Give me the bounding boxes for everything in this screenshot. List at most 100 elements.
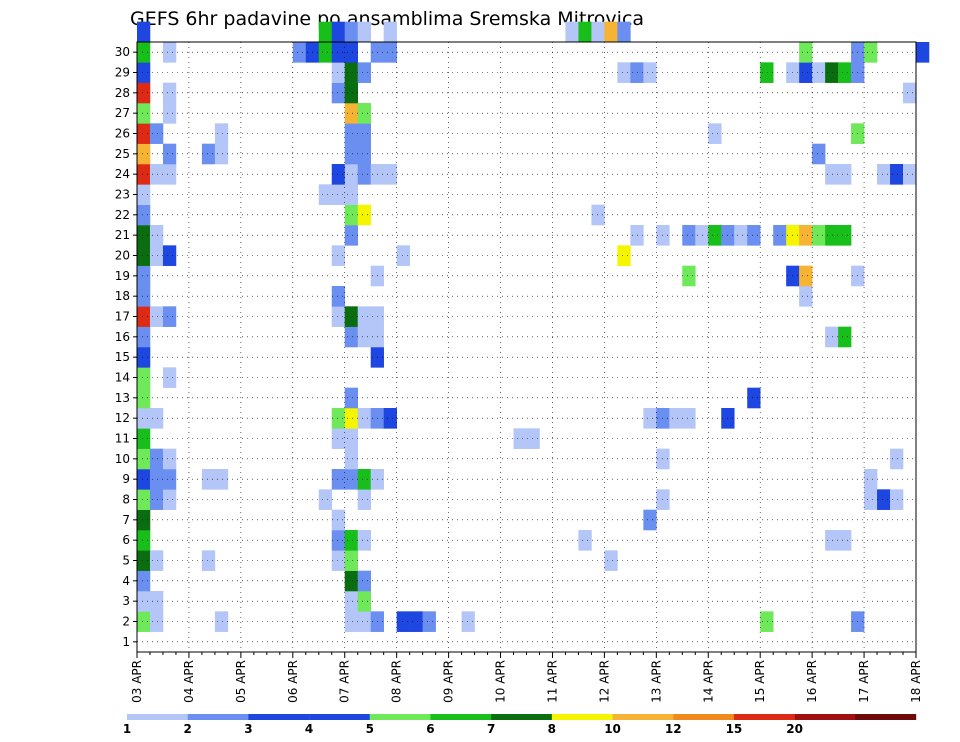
heatmap-cell: [799, 286, 813, 307]
heatmap-cell: [396, 611, 410, 632]
y-tick-label: 28: [115, 86, 130, 100]
heatmap-cell: [331, 42, 346, 63]
heatmap-cell: [344, 550, 359, 571]
x-tick-label: 11 APR: [545, 660, 559, 703]
y-tick-label: 15: [115, 350, 130, 364]
heatmap-cell: [318, 489, 333, 510]
heatmap-cell: [137, 245, 151, 266]
legend-label: 4: [305, 722, 313, 736]
heatmap-cell: [201, 143, 216, 165]
heatmap-cell: [344, 448, 359, 470]
heatmap-cell: [682, 225, 696, 246]
y-axis: 1234567891011121314151617181920212223242…: [115, 45, 137, 649]
legend-swatch: [673, 714, 735, 720]
heatmap-cell: [137, 225, 151, 246]
heatmap-cell: [383, 164, 397, 185]
heatmap-cell: [604, 21, 618, 43]
x-tick-label: 06 APR: [286, 660, 300, 703]
heatmap-cell: [838, 225, 852, 246]
heatmap-cell: [344, 306, 359, 327]
heatmap-cell: [383, 21, 397, 43]
heatmap-cell: [344, 611, 359, 632]
heatmap-cell: [137, 347, 151, 368]
legend-swatch: [794, 714, 856, 720]
heatmap-cell: [357, 489, 371, 510]
heatmap-cell: [137, 143, 151, 165]
heatmap-cell: [201, 550, 216, 571]
heatmap-cell: [890, 448, 904, 470]
heatmap-cell: [137, 184, 151, 205]
heatmap-cell: [396, 245, 410, 266]
heatmap-cell: [331, 62, 346, 83]
heatmap-cell: [344, 428, 359, 449]
legend-swatch: [309, 714, 370, 720]
heatmap-cell: [331, 82, 346, 104]
y-tick-label: 30: [115, 45, 130, 59]
heatmap-cell: [643, 62, 657, 83]
heatmap-cell: [331, 286, 346, 307]
heatmap-cell: [318, 184, 333, 205]
heatmap-cell: [137, 123, 151, 144]
legend-swatch: [369, 714, 431, 720]
heatmap-cell: [903, 164, 917, 185]
heatmap-cell: [137, 611, 151, 632]
heatmap-cell: [331, 509, 346, 531]
y-tick-label: 7: [122, 513, 130, 527]
legend-swatch: [491, 714, 553, 720]
heatmap-cell: [214, 143, 229, 165]
heatmap-cell: [799, 42, 813, 63]
heatmap-cell: [838, 530, 852, 551]
x-tick-label: 15 APR: [753, 660, 767, 703]
heatmap-cell: [591, 21, 605, 43]
heatmap-cell: [137, 509, 151, 531]
heatmap-cell: [357, 591, 371, 612]
y-tick-label: 1: [122, 635, 130, 649]
heatmap-cell: [344, 469, 359, 490]
heatmap-cell: [331, 306, 346, 327]
heatmap-cell: [162, 143, 177, 165]
heatmap-cell: [331, 21, 346, 43]
y-tick-label: 11: [115, 432, 130, 446]
heatmap-cell: [877, 489, 891, 510]
heatmap-cell: [617, 21, 631, 43]
heatmap-cell: [137, 42, 151, 63]
legend-swatch: [430, 714, 492, 720]
y-tick-label: 27: [115, 106, 130, 120]
heatmap-cell: [331, 550, 346, 571]
heatmap-cells: [137, 21, 930, 632]
x-tick-label: 07 APR: [338, 660, 352, 703]
heatmap-cell: [812, 143, 826, 165]
heatmap-cell: [903, 82, 917, 104]
heatmap-cell: [162, 103, 177, 124]
y-tick-label: 6: [122, 533, 130, 547]
heatmap-cell: [838, 164, 852, 185]
heatmap-cell: [344, 184, 359, 205]
heatmap-cell: [137, 306, 151, 327]
heatmap-cell: [669, 408, 683, 429]
y-tick-label: 21: [115, 228, 130, 242]
heatmap-cell: [137, 408, 151, 429]
x-tick-label: 13 APR: [649, 660, 663, 703]
heatmap-cell: [344, 123, 359, 144]
heatmap-cell: [344, 42, 359, 63]
y-tick-label: 8: [122, 493, 130, 507]
heatmap-cell: [357, 204, 371, 226]
heatmap-cell: [708, 225, 722, 246]
heatmap-cell: [149, 164, 164, 185]
heatmap-cell: [137, 164, 151, 185]
heatmap-cell: [331, 245, 346, 266]
heatmap-cell: [162, 164, 177, 185]
legend-label: 3: [244, 722, 252, 736]
x-axis: 03 APR 04 APR 05 APR 06 APR 07 APR 08 APR 09 A…: [130, 652, 923, 703]
heatmap-cell: [344, 204, 359, 226]
y-tick-label: 23: [115, 188, 130, 202]
heatmap-cell: [682, 265, 696, 287]
heatmap-cell: [734, 225, 748, 246]
heatmap-cell: [591, 204, 605, 226]
heatmap-cell: [137, 448, 151, 470]
x-tick-label: 17 APR: [857, 660, 871, 703]
heatmap-cell: [344, 143, 359, 165]
chart-title: GEFS 6hr padavine po ansamblima Sremska …: [130, 8, 644, 30]
plot-frame: [136, 41, 917, 653]
heatmap-cell: [292, 42, 307, 63]
